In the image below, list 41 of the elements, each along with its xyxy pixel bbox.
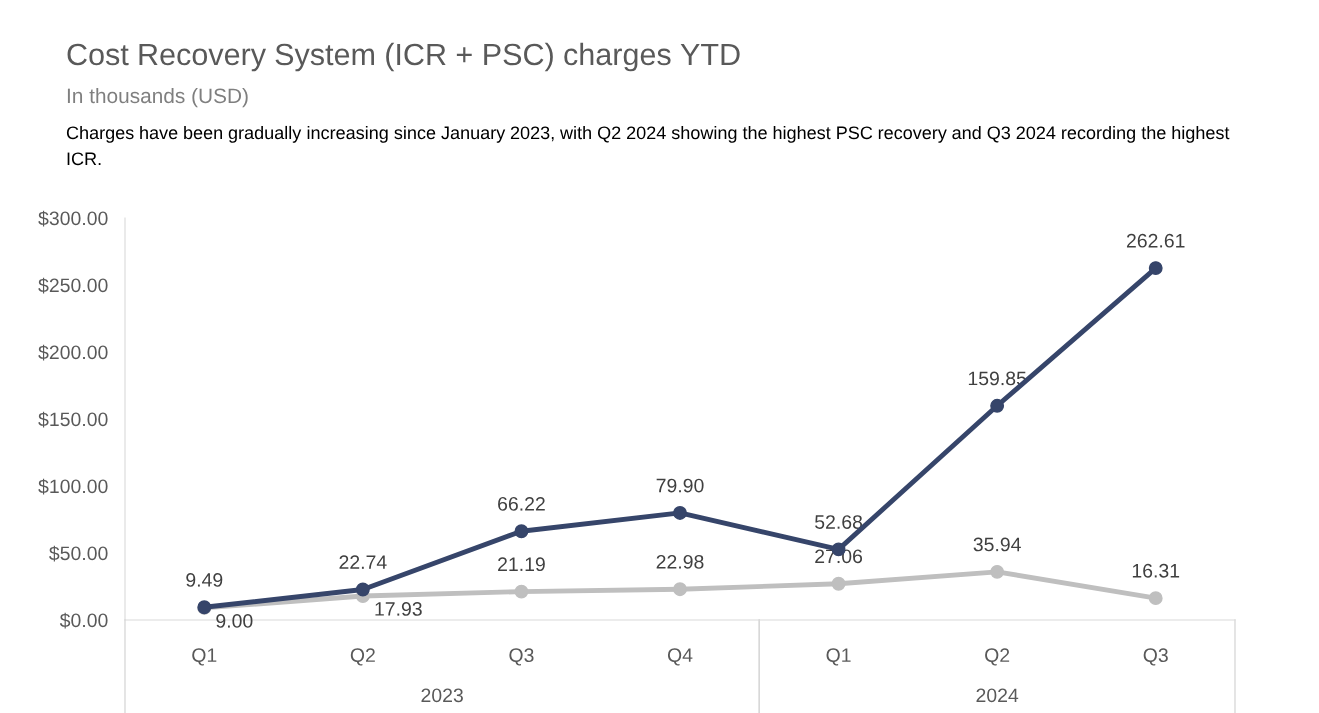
- data-label: 66.22: [498, 496, 545, 511]
- y-tick-label: $250.00: [38, 277, 108, 294]
- data-label: 9.00: [216, 614, 253, 628]
- y-tick-label: $0.00: [59, 612, 108, 629]
- point: [990, 564, 1005, 579]
- point: [355, 582, 370, 597]
- text: 2024: [976, 688, 1019, 703]
- data-label: 9.49: [186, 573, 223, 587]
- point: [831, 576, 846, 591]
- text: 2023: [421, 688, 463, 703]
- point: [1148, 591, 1163, 606]
- x-tick-label: Q4: [667, 648, 693, 666]
- chart-title: Cost Recovery System (ICR + PSC) charges YTD: [67, 42, 740, 72]
- data-label: 16.31: [1132, 563, 1180, 578]
- data-label: 22.74: [339, 555, 387, 569]
- point: [1148, 261, 1163, 276]
- y-tick-label: $200.00: [38, 344, 108, 361]
- point: [990, 398, 1005, 413]
- chart-subtitle: In thousands (USD): [67, 87, 248, 108]
- y-tick-label: $150.00: [38, 411, 108, 428]
- data-label: 17.93: [375, 602, 422, 616]
- x-tick-label: Q3: [509, 648, 534, 666]
- point: [673, 582, 687, 597]
- x-tick-label: Q2: [350, 648, 375, 666]
- y-tick-label: $50.00: [49, 545, 108, 562]
- data-label: 262.61: [1126, 233, 1185, 248]
- data-label: 79.90: [656, 478, 704, 493]
- y-tick-label: $100.00: [38, 478, 108, 495]
- point: [514, 584, 529, 599]
- data-label: 52.68: [815, 515, 863, 529]
- data-label: 22.98: [656, 554, 704, 569]
- x-tick-label: Q1: [192, 648, 217, 666]
- text: Charges have been gradually increasing since January 2023, with Q2 2024 showing the highest PSC recovery and Q3 2024 recording the highest ICR.: [66, 125, 1230, 166]
- point: [673, 505, 687, 520]
- point: [514, 524, 529, 539]
- data-label: 21.19: [498, 557, 545, 572]
- y-tick-label: $300.00: [38, 210, 108, 227]
- data-label: 35.94: [973, 537, 1021, 552]
- x-tick-label: Q3: [1143, 648, 1168, 666]
- x-tick-label: Q1: [826, 648, 851, 666]
- x-tick-label: Q2: [985, 648, 1010, 666]
